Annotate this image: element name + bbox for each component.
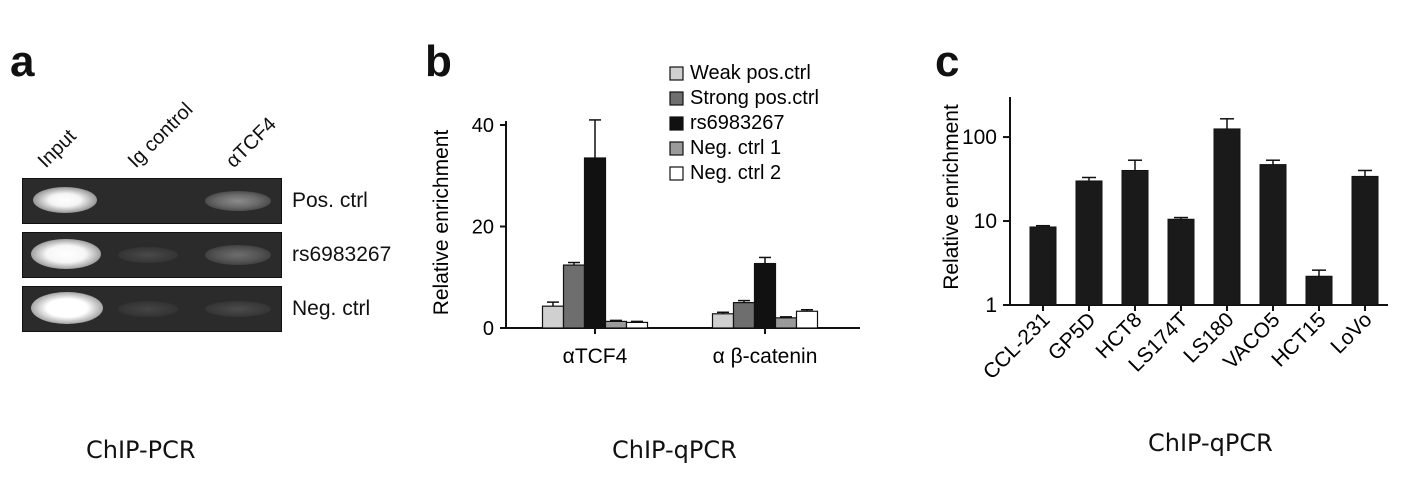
bar — [562, 264, 586, 329]
x-tick-label: CCL-231 — [979, 308, 1055, 384]
x-tick-label: αTCF4 — [563, 345, 628, 368]
gel-band — [118, 247, 178, 263]
bar — [604, 320, 628, 329]
legend-swatch — [669, 116, 684, 131]
gel-band — [205, 301, 271, 317]
bar — [1305, 275, 1333, 306]
bar — [1213, 128, 1241, 306]
y-axis-label: Relative enrichment — [940, 104, 963, 290]
bar — [774, 317, 798, 329]
legend-swatch — [669, 141, 684, 156]
row-label-neg-ctrl: Neg. ctrl — [292, 297, 371, 320]
row-label-pos-ctrl: Pos. ctrl — [292, 189, 368, 212]
bar — [625, 321, 649, 329]
y-tick-label: 10 — [974, 210, 997, 233]
bar — [795, 310, 819, 329]
gel-band — [31, 239, 101, 269]
bar — [753, 262, 777, 329]
bar — [1029, 226, 1057, 306]
legend-label: Weak pos.ctrl — [690, 62, 811, 84]
legend-label: rs6983267 — [690, 112, 785, 134]
bar — [1351, 175, 1379, 306]
legend-label: Neg. ctrl 2 — [690, 162, 781, 184]
legend-swatch — [669, 91, 684, 106]
bar — [583, 157, 607, 329]
lane-label-ig-control: Ig control — [123, 98, 198, 173]
caption-c: ChIP-qPCR — [1148, 429, 1273, 457]
bar — [1121, 169, 1149, 306]
caption-a: ChIP-PCR — [86, 436, 196, 464]
gel-row-pos-ctrl — [22, 178, 282, 224]
bar — [1075, 180, 1103, 306]
legend-swatch — [669, 66, 684, 81]
lane-label-atcf4: αTCF4 — [221, 113, 281, 173]
y-tick-label: 1 — [985, 294, 997, 317]
bar — [541, 305, 565, 329]
gel-band — [205, 245, 271, 265]
y-tick-label: 100 — [962, 126, 997, 149]
gel-row-neg-ctrl — [22, 286, 282, 332]
y-tick-label: 0 — [483, 318, 494, 340]
y-tick-label: 40 — [472, 115, 494, 137]
bar — [1259, 164, 1287, 306]
caption-b: ChIP-qPCR — [612, 436, 737, 464]
bar — [711, 313, 735, 329]
panel-letter-a: a — [10, 37, 35, 86]
gel-band — [205, 191, 271, 211]
chart-b: 0 20 40 Relative enrichment αTCF4 α β-catenin… — [430, 62, 860, 368]
y-tick-label: 20 — [472, 217, 494, 239]
gel-band — [118, 301, 178, 317]
panel-letter-c: c — [935, 37, 960, 86]
gel-band — [33, 187, 97, 213]
x-tick-label: GP5D — [1044, 308, 1101, 365]
gel-band — [31, 292, 103, 324]
legend-label: Neg. ctrl 1 — [690, 137, 781, 159]
legend-label: Strong pos.ctrl — [690, 87, 819, 109]
row-label-rs6983267: rs6983267 — [292, 243, 392, 266]
bar — [1167, 218, 1195, 306]
legend-swatch — [669, 166, 684, 181]
x-tick-label: LoVo — [1326, 308, 1376, 358]
y-axis-label: Relative enrichment — [430, 130, 453, 316]
panel-letter-b: b — [425, 37, 452, 86]
lane-label-input: Input — [33, 125, 81, 173]
bar — [732, 302, 756, 329]
gel-row-rs6983267 — [22, 232, 282, 278]
x-tick-label: α β-catenin — [713, 345, 818, 368]
